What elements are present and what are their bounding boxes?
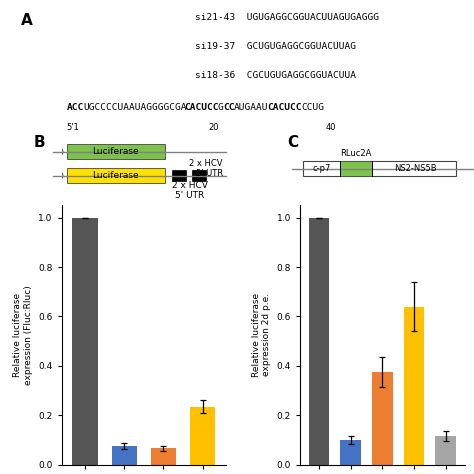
Bar: [190, 407, 215, 465]
Text: ACC: ACC: [67, 103, 84, 112]
Text: Luciferase: Luciferase: [92, 147, 139, 156]
Text: B: B: [34, 135, 46, 150]
Text: CACUCC: CACUCC: [184, 103, 219, 112]
Text: CACUCC: CACUCC: [268, 103, 302, 112]
Text: 2 x HCV
5' UTR: 2 x HCV 5' UTR: [189, 159, 223, 178]
Bar: [303, 161, 456, 176]
Y-axis label: Relative luciferase
expression 2d p.e.: Relative luciferase expression 2d p.e.: [252, 293, 271, 377]
Text: 5'1: 5'1: [67, 123, 80, 132]
Text: si19-37  GCUGUGAGGCGGUACUUAG: si19-37 GCUGUGAGGCGGUACUUAG: [194, 42, 356, 51]
Bar: [172, 170, 186, 182]
Text: 40: 40: [326, 123, 336, 132]
Circle shape: [54, 172, 63, 180]
Text: 2 x HCV
5' UTR: 2 x HCV 5' UTR: [172, 181, 208, 200]
Text: CC: CC: [223, 103, 235, 112]
Bar: [191, 170, 206, 182]
Text: 20: 20: [209, 123, 219, 132]
Text: UGCCCCUAAUAGGGGCGA: UGCCCCUAAUAGGGGCGA: [83, 103, 187, 112]
Text: Luciferase: Luciferase: [92, 171, 139, 180]
Bar: [66, 168, 165, 183]
Bar: [404, 307, 424, 465]
Text: c-p7: c-p7: [312, 164, 331, 173]
Bar: [66, 145, 165, 159]
Text: AUGAAU: AUGAAU: [234, 103, 269, 112]
Text: G: G: [218, 103, 223, 112]
Y-axis label: Relative luciferase
expression (Fluc:Rluc): Relative luciferase expression (Fluc:Rlu…: [13, 285, 33, 385]
Text: si21-43  UGUGAGGCGGUACUUAGUGAGGG: si21-43 UGUGAGGCGGUACUUAGUGAGGG: [194, 13, 379, 22]
Bar: [372, 372, 392, 465]
Bar: [435, 436, 456, 465]
Bar: [339, 161, 373, 176]
Bar: [73, 218, 98, 465]
Text: CCUG: CCUG: [301, 103, 324, 112]
Text: A: A: [21, 13, 33, 28]
Text: C: C: [287, 135, 298, 150]
Circle shape: [54, 148, 63, 155]
Text: si18-36  CGCUGUGAGGCGGUACUUA: si18-36 CGCUGUGAGGCGGUACUUA: [194, 71, 356, 80]
Text: NS2-NS5B: NS2-NS5B: [394, 164, 437, 173]
Bar: [111, 446, 137, 465]
Text: RLuc2A: RLuc2A: [340, 149, 372, 158]
Bar: [309, 218, 329, 465]
Bar: [151, 448, 176, 465]
Bar: [340, 440, 361, 465]
